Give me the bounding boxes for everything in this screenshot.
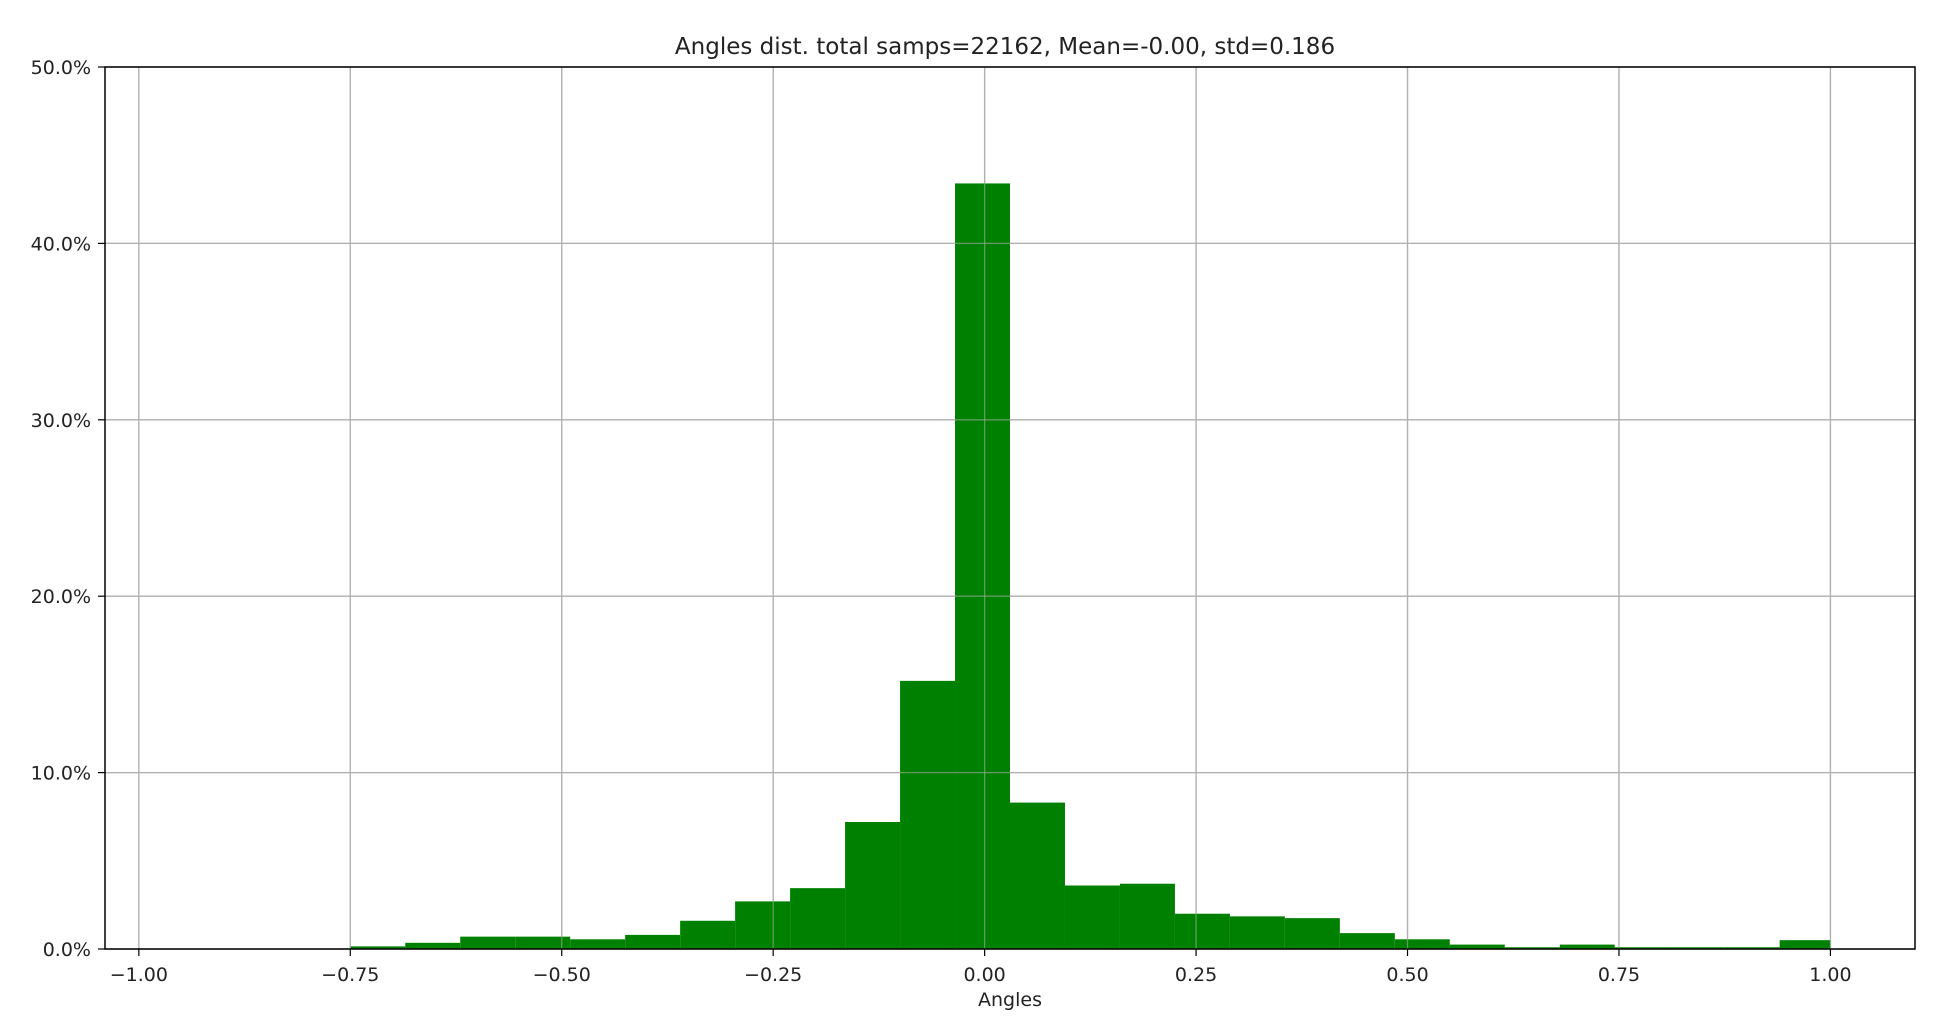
histogram-bar <box>955 183 1010 949</box>
histogram-bar <box>1064 885 1120 949</box>
histogram-bar <box>1779 940 1831 949</box>
histogram-bar <box>1504 947 1560 949</box>
histogram-bar <box>1724 947 1780 949</box>
x-tick-label: −0.50 <box>533 964 591 986</box>
x-tick-label: −1.00 <box>110 964 168 986</box>
histogram-bar <box>1394 939 1450 949</box>
histogram-bar <box>1614 947 1670 949</box>
histogram-bar <box>900 680 956 949</box>
y-tick-label: 40.0% <box>31 233 91 255</box>
x-tick-label: −0.25 <box>744 964 802 986</box>
x-tick-label: 0.50 <box>1386 964 1428 986</box>
y-tick-label: 10.0% <box>31 763 91 785</box>
histogram-bar <box>1669 947 1725 949</box>
x-tick-label: 1.00 <box>1809 964 1851 986</box>
histogram-bar <box>680 920 736 949</box>
histogram-bar <box>845 821 901 949</box>
histogram-bar <box>1010 802 1065 949</box>
histogram-bar <box>350 946 406 949</box>
y-tick-label: 0.0% <box>43 939 91 961</box>
histogram-bar <box>1339 933 1395 949</box>
histogram-bar <box>1449 944 1505 949</box>
histogram-bar <box>460 936 516 949</box>
x-tick-label: 0.25 <box>1175 964 1217 986</box>
y-tick-label: 50.0% <box>31 57 91 79</box>
x-axis-ticks: −1.00 −0.75 −0.50 −0.25 0.00 0.25 0.50 0.75 1.00 <box>110 949 1852 986</box>
histogram-bar <box>735 901 791 949</box>
histogram-bar <box>1559 944 1615 949</box>
y-axis-ticks: 0.0% 10.0% 20.0% 30.0% 40.0% 50.0% <box>31 57 105 961</box>
y-tick-label: 20.0% <box>31 586 91 608</box>
x-axis-label: Angles <box>978 989 1042 1011</box>
histogram-bar <box>405 942 461 949</box>
plot-frame <box>104 66 1916 950</box>
histogram-bars <box>350 183 1831 949</box>
histogram-bar <box>515 936 571 949</box>
histogram-bar <box>625 934 681 949</box>
histogram-bar <box>1119 883 1175 949</box>
x-tick-label: 0.00 <box>963 964 1005 986</box>
histogram-bar <box>790 888 846 949</box>
x-tick-label: 0.75 <box>1598 964 1640 986</box>
histogram-bar <box>1229 916 1285 949</box>
y-tick-label: 30.0% <box>31 410 91 432</box>
histogram-bar <box>1284 918 1340 949</box>
x-tick-label: −0.75 <box>321 964 379 986</box>
histogram-bar <box>570 939 626 949</box>
chart-title: Angles dist. total samps=22162, Mean=-0.… <box>675 34 1335 60</box>
histogram-bar <box>1174 913 1230 949</box>
